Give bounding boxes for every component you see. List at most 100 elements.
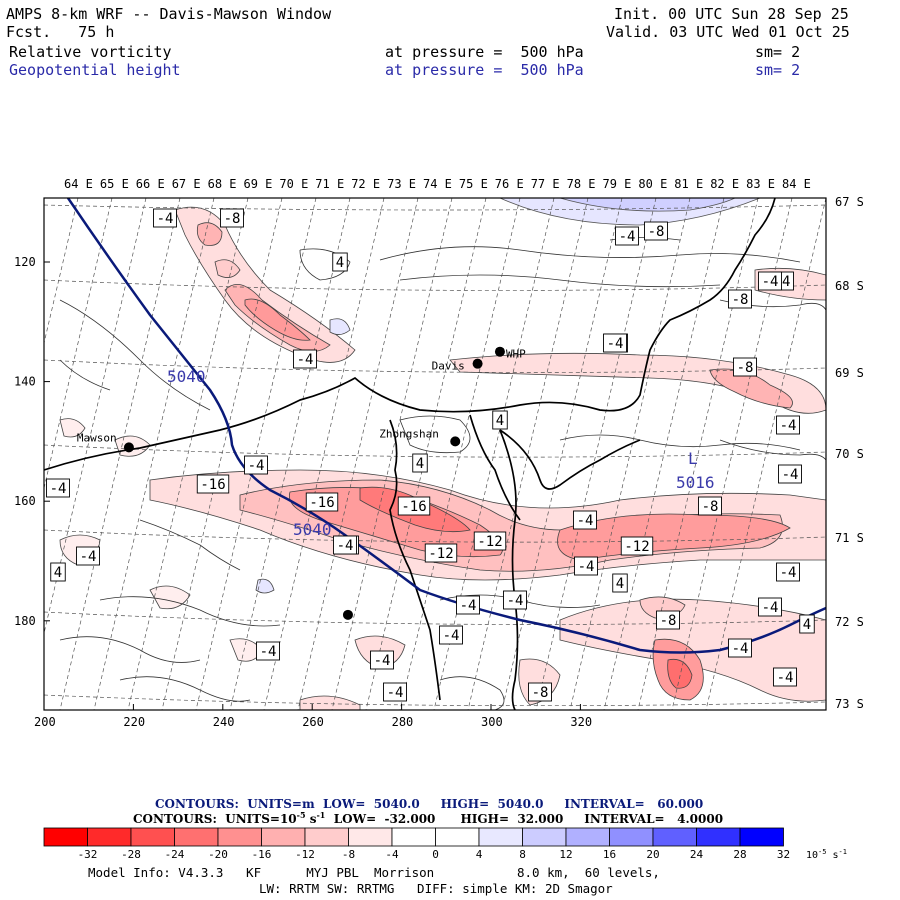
y-tick-label: 120 <box>14 255 36 269</box>
vorticity-label: 4 <box>54 565 62 581</box>
vorticity-band-northwest <box>174 206 356 363</box>
vorticity-label: -4 <box>619 229 636 245</box>
vorticity-label: -4 <box>443 628 460 644</box>
vorticity-core-northwest-inner <box>244 298 311 341</box>
vorticity-label-box: -8 <box>644 221 668 241</box>
vorticity-label-box: -8 <box>733 357 757 377</box>
latitude-labels: 67 S 68 S 69 S 70 S 71 S 72 S 73 S <box>835 195 864 711</box>
longitude-label: 71 E <box>315 177 344 191</box>
longitude-label: 68 E <box>208 177 237 191</box>
vorticity-label: -12 <box>428 546 453 562</box>
positive-vorticity-spot <box>255 578 275 594</box>
color-scale-swatch <box>130 827 175 847</box>
longitude-grid-line <box>399 198 521 710</box>
color-scale-label: -24 <box>165 848 185 861</box>
vorticity-label-box: -4 <box>244 455 268 475</box>
color-scale-label: 28 <box>733 848 746 861</box>
station-marker <box>342 609 353 620</box>
vorticity-spot <box>214 259 241 278</box>
vorticity-label: -4 <box>374 653 391 669</box>
vorticity-label-box: -4 <box>293 349 317 369</box>
vorticity-label-box: -4 <box>439 625 463 645</box>
vorticity-label-box: -4 <box>603 333 627 353</box>
longitude-grid-line <box>44 198 79 345</box>
vorticity-band-south <box>559 598 826 702</box>
longitude-grid-line <box>637 198 759 710</box>
vorticity-core-south-inner <box>667 658 693 689</box>
vorticity-label: -4 <box>578 559 595 575</box>
vorticity-label: -4 <box>732 641 749 657</box>
longitude-grid-line <box>297 198 419 710</box>
latitude-label: 69 S <box>835 366 864 380</box>
map-plot: -4 -8 4 -4 -8 -4 -4 -8 -4 -8 -4 -4 4 -4 4 -16 -16 -16 -12 -… <box>0 198 826 710</box>
color-scale-swatch <box>261 827 306 847</box>
color-scale-swatch <box>609 827 654 847</box>
geopotential-height-contour <box>66 198 826 654</box>
longitude-label: 72 E <box>351 177 380 191</box>
vorticity-label: -16 <box>200 477 225 493</box>
vorticity-label-box: -4 <box>758 271 782 291</box>
station-label: WHP <box>506 348 526 361</box>
vorticity-label: -4 <box>387 685 404 701</box>
vorticity-label-box: -16 <box>305 492 339 512</box>
color-scale-label: -32 <box>78 848 98 861</box>
vorticity-label-box: -8 <box>220 208 244 228</box>
vorticity-label: 4 <box>803 617 811 633</box>
model-info-line2: LW: RRTM SW: RRTMG DIFF: simple KM: 2D S… <box>259 881 613 896</box>
color-scale-label: -16 <box>252 848 272 861</box>
color-scale-swatch <box>304 827 349 847</box>
color-scale-label: 32 <box>777 848 790 861</box>
color-scale-swatch <box>391 827 436 847</box>
latitude-label: 68 S <box>835 279 864 293</box>
station-marker <box>123 442 134 453</box>
positive-vorticity-spot <box>329 318 351 335</box>
vorticity-label: -8 <box>224 211 241 227</box>
vorticity-label: -4 <box>777 670 794 686</box>
stations: Mawson Davis WHP Zhongshan <box>77 346 526 620</box>
color-scale-swatch <box>348 827 393 847</box>
latitude-label: 70 S <box>835 447 864 461</box>
station-marker <box>494 346 505 357</box>
vorticity-label-box: -4 <box>615 226 639 246</box>
vorticity-label: -16 <box>401 499 426 515</box>
color-scale-label: -20 <box>208 848 228 861</box>
vorticity-label-box: 4 <box>412 453 428 473</box>
longitude-grid-line <box>44 198 45 200</box>
longitude-grid-line <box>0 198 10 710</box>
vorticity-label-box: -16 <box>196 474 230 494</box>
station-marker <box>472 358 483 369</box>
longitude-grid-line <box>467 198 589 710</box>
vorticity-spot <box>196 222 223 246</box>
x-tick-label: 280 <box>392 715 414 729</box>
color-scale-swatch <box>87 827 132 847</box>
vorticity-label-box: 4 <box>50 562 66 582</box>
color-scale-label: -28 <box>121 848 141 861</box>
vorticity-label: -4 <box>780 418 797 434</box>
map-title: AMPS 8-km WRF -- Davis-Mawson Window <box>6 5 332 23</box>
vorticity-label: 4 <box>616 576 624 592</box>
vorticity-label: -12 <box>477 534 502 550</box>
vorticity-label-box: -4 <box>46 478 70 498</box>
x-tick-label: 260 <box>302 715 324 729</box>
color-scale-swatch <box>43 827 88 847</box>
vorticity-label: -4 <box>762 600 779 616</box>
vorticity-label: -4 <box>577 513 594 529</box>
longitude-label: 69 E <box>244 177 273 191</box>
vorticity-label-box: -8 <box>528 682 552 702</box>
vorticity-label-box: -8 <box>728 289 752 309</box>
longitude-grid-line <box>263 198 385 710</box>
vorticity-label-box: -4 <box>776 415 800 435</box>
field2-name: Geopotential height <box>9 61 181 79</box>
latitude-grid-lines <box>44 204 826 707</box>
vorticity-label: -4 <box>337 538 354 554</box>
longitude-grid-line <box>331 198 453 710</box>
longitude-label: 80 E <box>638 177 667 191</box>
vorticity-spot-west <box>59 418 86 438</box>
vorticity-spot-southwest <box>299 695 361 710</box>
vorticity-label: -4 <box>782 467 799 483</box>
vorticity-label-box: -8 <box>698 496 722 516</box>
x-tick-label: 300 <box>481 715 503 729</box>
station-marker <box>450 436 461 447</box>
longitude-grid-lines <box>0 198 826 710</box>
